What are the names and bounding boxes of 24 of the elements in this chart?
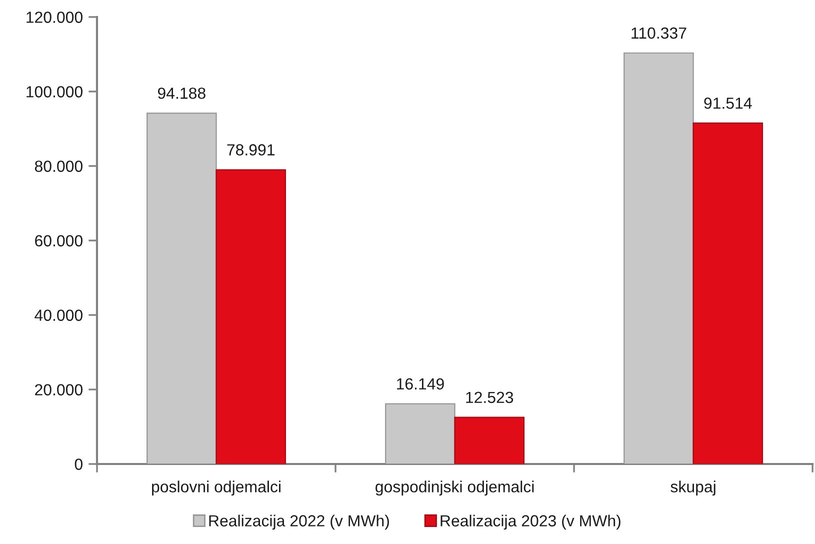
legend-label: Realizacija 2023 (v MWh) xyxy=(440,514,620,530)
data-label: 94.188 xyxy=(158,88,206,99)
y-tick-label: 20.000 xyxy=(35,384,82,396)
data-label: 110.337 xyxy=(632,27,686,39)
y-tick-label: 0 xyxy=(74,458,82,470)
data-label: 12.523 xyxy=(466,392,514,404)
y-tick-label: 60.000 xyxy=(35,235,82,246)
bar xyxy=(385,403,456,464)
y-tick-label: 40.000 xyxy=(34,310,82,321)
bar xyxy=(146,112,217,464)
legend-label: Realizacija 2022 (v MWh) xyxy=(209,514,389,530)
y-tick-label: 80.000 xyxy=(34,160,82,172)
bar xyxy=(624,52,694,464)
bar xyxy=(692,122,764,464)
bar xyxy=(216,169,286,464)
data-label: 78.991 xyxy=(227,144,274,156)
data-label: 91.514 xyxy=(704,98,752,109)
y-tick-label: 100.000 xyxy=(26,86,82,98)
x-tick-label: gospodinjski odjemalci xyxy=(376,480,534,496)
data-label: 16.149 xyxy=(396,378,444,390)
y-tick-label: 120.000 xyxy=(26,12,82,23)
bar xyxy=(454,416,525,464)
x-tick-label: poslovni odjemalci xyxy=(152,480,280,496)
x-tick-label: skupaj xyxy=(670,480,716,496)
